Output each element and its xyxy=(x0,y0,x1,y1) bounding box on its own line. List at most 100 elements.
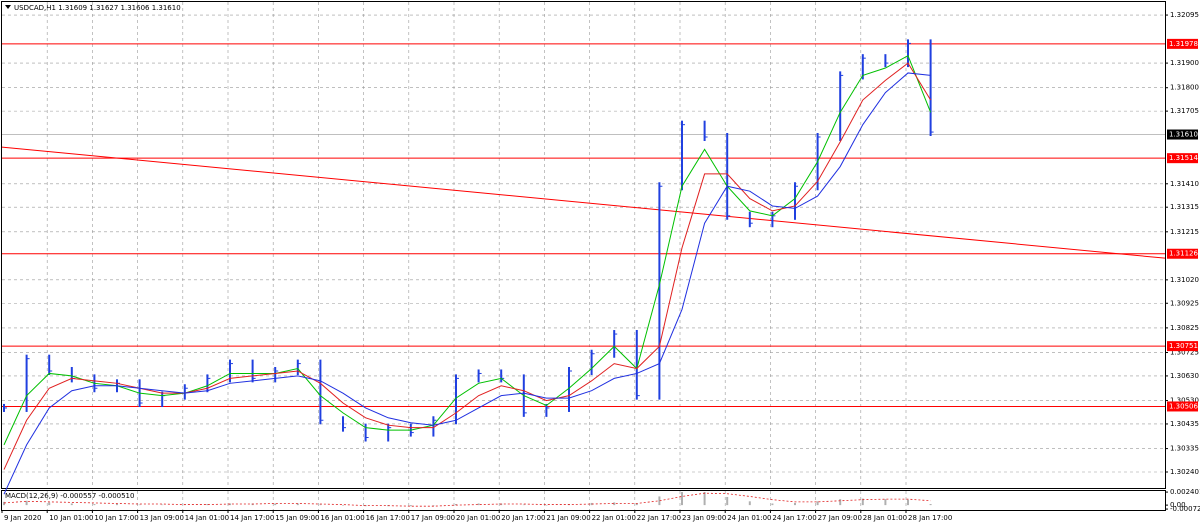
macd-bar xyxy=(748,501,751,506)
time-label: 14 Jan 01:00 xyxy=(185,514,229,522)
y-tick-label: 1.30825 xyxy=(1170,324,1199,332)
time-label: 10 Jan 17:00 xyxy=(94,514,138,522)
macd-bar xyxy=(726,496,729,506)
y-tick-label: 1.31315 xyxy=(1170,203,1199,211)
time-label: 24 Jan 17:00 xyxy=(772,514,816,522)
trend-line xyxy=(1,146,1166,259)
time-label: 9 Jan 2020 xyxy=(4,514,42,522)
y-tick-label: 1.31900 xyxy=(1170,59,1199,67)
macd-bar xyxy=(274,503,277,506)
macd-bar xyxy=(681,492,683,506)
macd-tick-label: 0.002401 xyxy=(1170,488,1200,496)
level-tag xyxy=(1167,341,1198,352)
macd-bar xyxy=(613,502,616,506)
y-tick-label: 1.30925 xyxy=(1170,299,1199,307)
time-label: 27 Jan 09:00 xyxy=(818,514,862,522)
time-label: 22 Jan 01:00 xyxy=(592,514,636,522)
macd-bar xyxy=(206,504,209,506)
level-tag xyxy=(1167,401,1198,412)
time-label: 28 Jan 01:00 xyxy=(863,514,907,522)
y-tick-label: 1.30630 xyxy=(1170,372,1199,380)
time-label: 21 Jan 09:00 xyxy=(546,514,590,522)
collapse-icon[interactable] xyxy=(5,5,11,9)
macd-bar xyxy=(3,501,5,506)
macd-bar xyxy=(477,503,480,506)
macd-bar xyxy=(907,499,909,506)
macd-bar xyxy=(929,504,932,506)
time-label: 28 Jan 17:00 xyxy=(908,514,952,522)
time-label: 20 Jan 17:00 xyxy=(501,514,545,522)
time-label: 16 Jan 01:00 xyxy=(320,514,364,522)
y-tick-label: 1.31705 xyxy=(1170,107,1199,115)
macd-bar xyxy=(703,492,706,506)
y-tick-label: 1.30725 xyxy=(1170,349,1199,357)
time-label: 23 Jan 09:00 xyxy=(682,514,726,522)
macd-bar xyxy=(794,502,796,506)
macd-bar xyxy=(545,505,548,506)
macd-bar xyxy=(522,504,525,506)
level-tag xyxy=(1167,153,1198,164)
time-label: 24 Jan 01:00 xyxy=(727,514,771,522)
level-label: 1.31978 xyxy=(1169,40,1198,48)
macd-bar xyxy=(342,505,344,506)
macd-bar xyxy=(116,504,118,506)
current-price-label: 1.31610 xyxy=(1169,131,1198,139)
y-tick-label: 1.31800 xyxy=(1170,84,1199,92)
y-tick-label: 1.30335 xyxy=(1170,445,1199,453)
macd-bar xyxy=(229,503,231,506)
y-tick-label: 1.31410 xyxy=(1170,180,1199,188)
time-label: 14 Jan 17:00 xyxy=(230,514,274,522)
level-label: 1.31514 xyxy=(1169,154,1198,162)
moving-average-line xyxy=(3,54,932,446)
level-label: 1.30751 xyxy=(1169,342,1198,350)
macd-bar xyxy=(319,504,322,506)
moving-average-line xyxy=(3,72,931,495)
macd-bar xyxy=(161,504,164,506)
macd-bar xyxy=(839,499,842,506)
macd-bar xyxy=(25,500,28,506)
time-label: 17 Jan 09:00 xyxy=(411,514,455,522)
macd-bar xyxy=(70,503,73,506)
level-tag xyxy=(1167,38,1198,49)
macd-bar xyxy=(816,501,819,506)
level-tag xyxy=(1167,248,1198,259)
macd-signal-line xyxy=(3,492,931,507)
main-panel xyxy=(1,1,1166,489)
macd-tick-label: 0.00 xyxy=(1170,501,1186,509)
y-tick-label: 1.31215 xyxy=(1170,228,1199,236)
time-label: 13 Jan 09:00 xyxy=(140,514,184,522)
time-label: 16 Jan 17:00 xyxy=(366,514,410,522)
time-label: 20 Jan 01:00 xyxy=(456,514,500,522)
current-price-tag xyxy=(1167,129,1198,140)
macd-bar xyxy=(48,502,51,506)
y-tick-label: 1.30435 xyxy=(1170,420,1199,428)
macd-bar xyxy=(861,498,864,506)
time-label: 15 Jan 09:00 xyxy=(275,514,319,522)
y-tick-label: 1.30530 xyxy=(1170,397,1199,405)
level-label: 1.31126 xyxy=(1169,250,1198,258)
macd-bar xyxy=(296,503,299,506)
macd-title: MACD(12,26,9) -0.000557 -0.000510 xyxy=(5,492,134,500)
moving-average-line xyxy=(3,62,932,470)
macd-bar xyxy=(409,505,412,507)
macd-bar xyxy=(635,503,638,506)
macd-bar xyxy=(138,504,141,506)
macd-bar xyxy=(884,499,887,506)
time-label: 22 Jan 17:00 xyxy=(637,514,681,522)
y-tick-label: 1.32095 xyxy=(1170,11,1199,19)
level-label: 1.30506 xyxy=(1169,402,1198,410)
macd-bar xyxy=(658,496,661,506)
y-tick-label: 1.31020 xyxy=(1170,276,1199,284)
macd-panel xyxy=(1,490,1166,511)
time-label: 10 Jan 01:00 xyxy=(49,514,93,522)
macd-bar xyxy=(432,505,435,506)
macd-bar xyxy=(590,502,593,506)
macd-tick-label: -0.000728 xyxy=(1170,505,1200,513)
macd-bar xyxy=(455,504,457,506)
y-tick-label: 1.30240 xyxy=(1170,468,1199,476)
macd-bar xyxy=(93,504,96,506)
macd-bar xyxy=(771,503,774,506)
chart-title: USDCAD,H1 1.31609 1.31627 1.31606 1.3161… xyxy=(14,4,181,12)
